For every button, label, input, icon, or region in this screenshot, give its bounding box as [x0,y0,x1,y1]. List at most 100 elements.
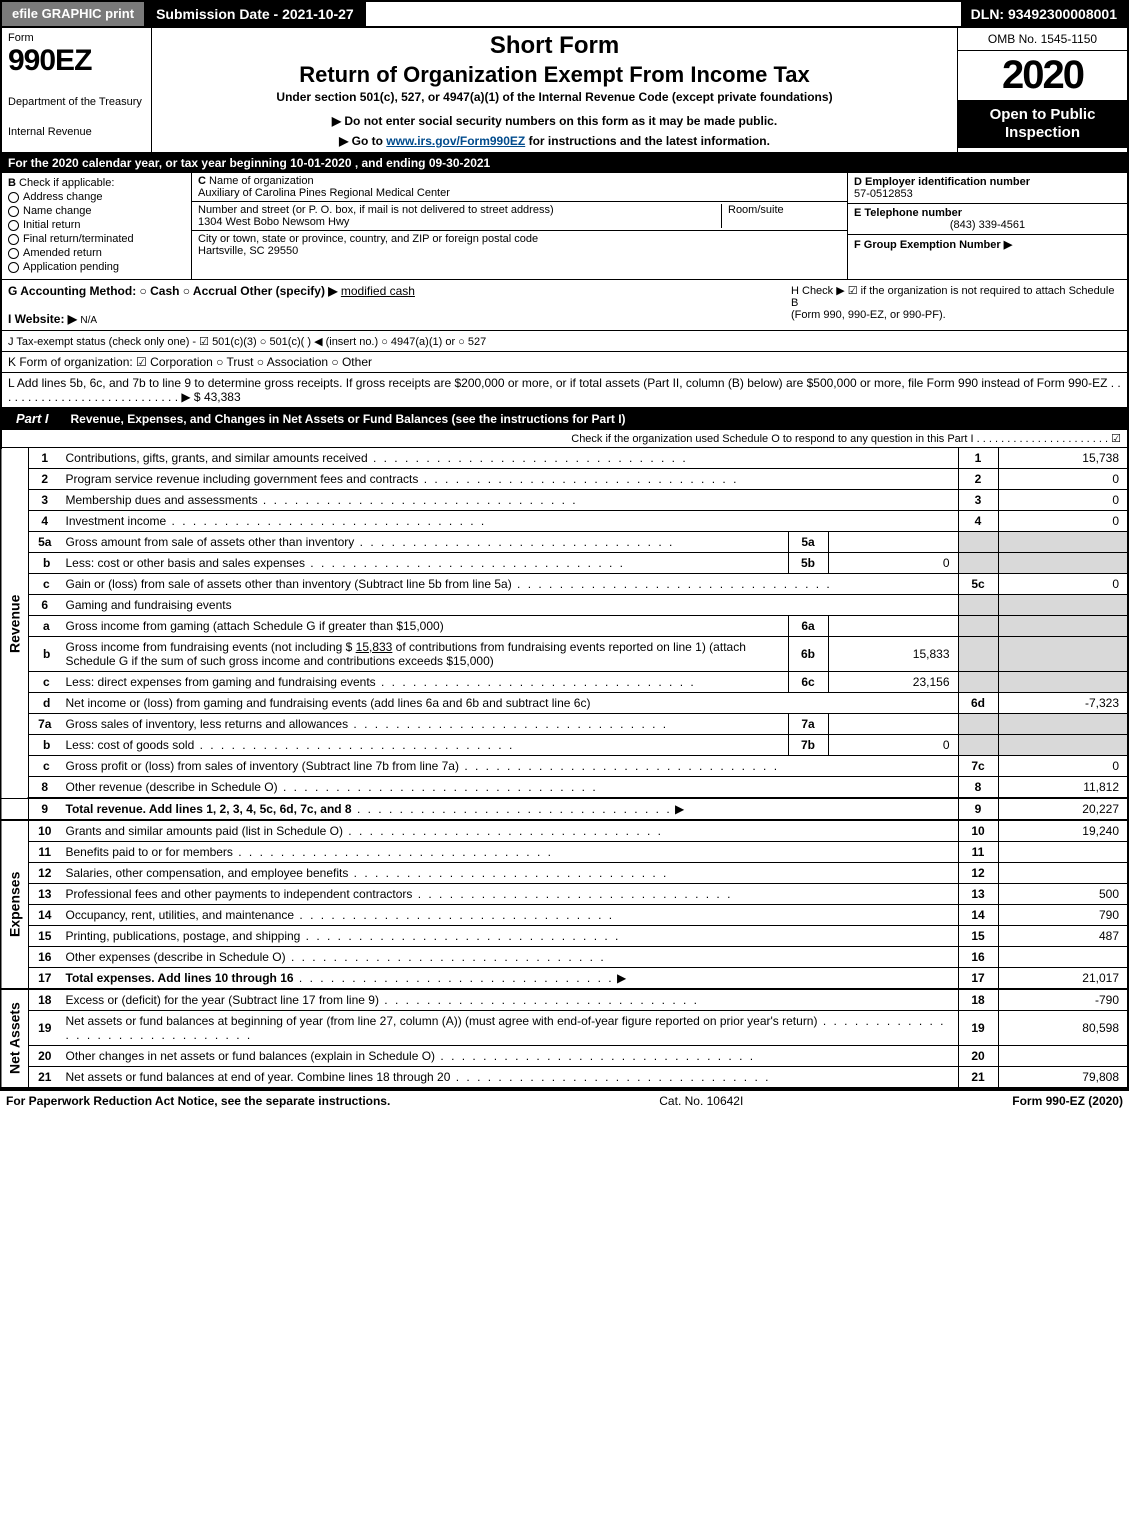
part1-title: Revenue, Expenses, and Changes in Net As… [63,409,1127,429]
r6b-sb: 6b [788,637,828,672]
row-2: 2 Program service revenue including gove… [1,469,1128,490]
r8-desc: Other revenue (describe in Schedule O) [66,780,598,794]
footer-center: Cat. No. 10642I [659,1094,743,1108]
r7c-box: 7c [958,756,998,777]
r12-num: 12 [29,863,61,884]
r3-val: 0 [998,490,1128,511]
r5b-sb: 5b [788,553,828,574]
r11-box: 11 [958,842,998,863]
r4-desc: Investment income [66,514,487,528]
l-gross-receipts: L Add lines 5b, 6c, and 7b to line 9 to … [0,373,1129,408]
r7c-desc: Gross profit or (loss) from sales of inv… [66,759,780,773]
chk-initial-return[interactable]: Initial return [8,219,185,231]
r5b-desc: Less: cost or other basis and sales expe… [66,556,626,570]
expenses-label: Expenses [1,820,29,989]
row-3: 3 Membership dues and assessments 3 0 [1,490,1128,511]
meta-gh: G Accounting Method: ○ Cash ○ Accrual Ot… [0,280,1129,331]
header-center: Short Form Return of Organization Exempt… [152,28,957,152]
header-left: Form 990EZ Department of the Treasury In… [2,28,152,152]
r13-num: 13 [29,884,61,905]
netassets-label: Net Assets [1,989,29,1088]
row-10: Expenses 10 Grants and similar amounts p… [1,820,1128,842]
r6b-desc: Gross income from fundraising events (no… [61,637,789,672]
r3-box: 3 [958,490,998,511]
r10-val: 19,240 [998,820,1128,842]
chk-address-change[interactable]: Address change [8,191,185,203]
part1-table: Revenue 1 Contributions, gifts, grants, … [0,448,1129,1089]
row-6b: b Gross income from fundraising events (… [1,637,1128,672]
dept-treasury: Department of the Treasury [8,96,145,108]
row-15: 15 Printing, publications, postage, and … [1,926,1128,947]
r20-box: 20 [958,1046,998,1067]
row-6c: c Less: direct expenses from gaming and … [1,672,1128,693]
r7c-num: c [29,756,61,777]
r4-val: 0 [998,511,1128,532]
g-accounting: G Accounting Method: ○ Cash ○ Accrual Ot… [8,284,761,326]
r16-desc: Other expenses (describe in Schedule O) [66,950,606,964]
r10-box: 10 [958,820,998,842]
r17-desc: Total expenses. Add lines 10 through 16 [66,971,294,985]
irs-link[interactable]: www.irs.gov/Form990EZ [386,134,525,148]
c-addr-row: Number and street (or P. O. box, if mail… [192,202,847,231]
r6c-desc: Less: direct expenses from gaming and fu… [66,675,696,689]
d-ein: D Employer identification number 57-0512… [848,173,1127,204]
r10-num: 10 [29,820,61,842]
r21-num: 21 [29,1067,61,1089]
r20-num: 20 [29,1046,61,1067]
row-14: 14 Occupancy, rent, utilities, and maint… [1,905,1128,926]
topbar-spacer [366,2,961,26]
h-schedule-b: H Check ▶ ☑ if the organization is not r… [791,284,1121,321]
dept-irs: Internal Revenue [8,126,145,138]
r12-val [998,863,1128,884]
r16-num: 16 [29,947,61,968]
f-label: F Group Exemption Number ▶ [854,239,1012,251]
r4-box: 4 [958,511,998,532]
open-inspection: Open to Public Inspection [958,100,1127,148]
i-website-value: N/A [80,315,97,326]
r16-val [998,947,1128,968]
r13-desc: Professional fees and other payments to … [66,887,733,901]
chk-application-pending[interactable]: Application pending [8,261,185,273]
r20-val [998,1046,1128,1067]
r7b-desc: Less: cost of goods sold [66,738,515,752]
chk-amended-return[interactable]: Amended return [8,247,185,259]
c-addr-label: Number and street (or P. O. box, if mail… [198,204,554,216]
r17-val: 21,017 [998,968,1128,990]
r6d-box: 6d [958,693,998,714]
r6a-desc: Gross income from gaming (attach Schedul… [61,616,789,637]
r6c-greybox [958,672,998,693]
r8-val: 11,812 [998,777,1128,799]
r7a-sv [828,714,958,735]
j-tax-exempt: J Tax-exempt status (check only one) - ☑… [0,331,1129,352]
r21-val: 79,808 [998,1067,1128,1089]
row-1: Revenue 1 Contributions, gifts, grants, … [1,448,1128,469]
r5a-sv [828,532,958,553]
c-name-label: Name of organization [209,175,314,187]
efile-print-button[interactable]: efile GRAPHIC print [2,2,146,26]
footer-right: Form 990-EZ (2020) [1012,1094,1123,1108]
r13-box: 13 [958,884,998,905]
r9-desc: Total revenue. Add lines 1, 2, 3, 4, 5c,… [66,802,352,816]
r20-desc: Other changes in net assets or fund bala… [66,1049,756,1063]
r18-desc: Excess or (deficit) for the year (Subtra… [66,993,700,1007]
r7a-desc: Gross sales of inventory, less returns a… [66,717,669,731]
r6d-desc: Net income or (loss) from gaming and fun… [61,693,959,714]
i-website-label: I Website: ▶ [8,312,77,326]
r6-desc: Gaming and fundraising events [61,595,959,616]
org-city: Hartsville, SC 29550 [198,245,298,257]
chk-final-return[interactable]: Final return/terminated [8,233,185,245]
part1-header: Part I Revenue, Expenses, and Changes in… [0,408,1129,430]
row-20: 20 Other changes in net assets or fund b… [1,1046,1128,1067]
section-c: C Name of organization Auxiliary of Caro… [192,173,847,279]
r3-num: 3 [29,490,61,511]
footer-left: For Paperwork Reduction Act Notice, see … [6,1094,390,1108]
h-line2: (Form 990, 990-EZ, or 990-PF). [791,309,1121,321]
r5b-greyval [998,553,1128,574]
r6a-greyval [998,616,1128,637]
r5a-desc: Gross amount from sale of assets other t… [66,535,675,549]
c-name-row: C Name of organization Auxiliary of Caro… [192,173,847,202]
r9-box: 9 [958,798,998,820]
row-5c: c Gain or (loss) from sale of assets oth… [1,574,1128,595]
r17-num: 17 [29,968,61,990]
chk-name-change[interactable]: Name change [8,205,185,217]
